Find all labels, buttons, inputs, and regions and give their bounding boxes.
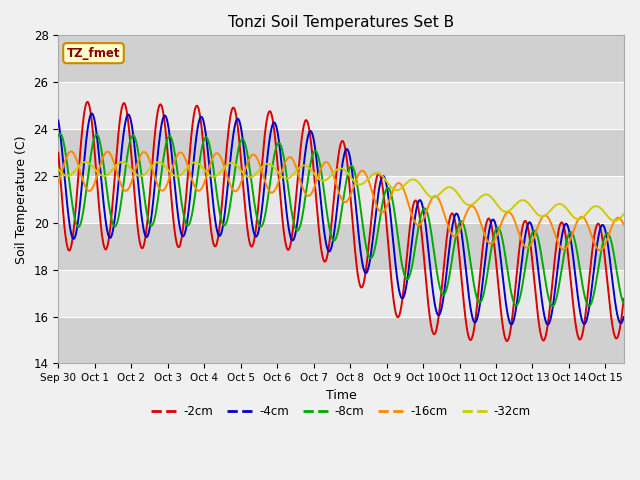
-32cm [82, 159, 90, 165]
-16cm [296, 176, 303, 182]
-2cm [609, 326, 617, 332]
-8cm [620, 301, 628, 307]
Bar [58, 316, 624, 363]
Legend: -2cm, -4cm, -8cm, -16cm, -32cm: -2cm, -4cm, -8cm, -16cm, -32cm [147, 401, 536, 423]
-4cm [119, 136, 127, 142]
-4cm [153, 165, 161, 170]
-4cm [609, 282, 617, 288]
Bar [58, 82, 624, 129]
Line: -2cm: -2cm [58, 102, 624, 341]
-16cm [153, 179, 161, 185]
-32cm [611, 218, 618, 224]
X-axis label: Time: Time [326, 389, 356, 402]
-8cm [609, 246, 617, 252]
-32cm [54, 166, 62, 172]
Bar [58, 176, 624, 223]
Bar [58, 223, 624, 270]
-16cm [596, 247, 604, 253]
Bar [58, 36, 624, 82]
-4cm [54, 118, 62, 123]
-8cm [548, 303, 556, 309]
-8cm [56, 131, 64, 137]
-2cm [548, 284, 556, 289]
-8cm [54, 133, 62, 139]
-16cm [54, 180, 62, 186]
Line: -8cm: -8cm [58, 134, 624, 306]
-4cm [88, 111, 95, 117]
-32cm [296, 165, 303, 170]
-8cm [153, 206, 161, 212]
-16cm [271, 187, 279, 192]
Bar [58, 270, 624, 316]
-8cm [271, 148, 279, 154]
-16cm [620, 222, 628, 228]
-32cm [548, 206, 556, 212]
-16cm [609, 221, 617, 227]
-32cm [153, 160, 161, 166]
-2cm [296, 153, 303, 159]
-2cm [54, 150, 62, 156]
-4cm [620, 314, 628, 320]
Text: TZ_fmet: TZ_fmet [67, 47, 120, 60]
-8cm [548, 303, 556, 309]
-2cm [84, 99, 92, 105]
-2cm [271, 137, 279, 143]
-2cm [620, 296, 628, 302]
-2cm [503, 338, 511, 344]
-4cm [544, 322, 552, 327]
-4cm [296, 199, 303, 205]
-8cm [296, 224, 303, 230]
Bar [58, 129, 624, 176]
-32cm [271, 166, 279, 172]
Title: Tonzi Soil Temperatures Set B: Tonzi Soil Temperatures Set B [228, 15, 454, 30]
Line: -16cm: -16cm [58, 151, 624, 250]
-4cm [271, 120, 279, 126]
-16cm [548, 222, 556, 228]
Y-axis label: Soil Temperature (C): Soil Temperature (C) [15, 135, 28, 264]
-2cm [119, 101, 127, 107]
-16cm [119, 186, 127, 192]
-4cm [548, 309, 556, 314]
-32cm [609, 217, 616, 223]
Line: -32cm: -32cm [58, 162, 624, 221]
-16cm [67, 148, 75, 154]
-8cm [119, 186, 127, 192]
-32cm [620, 211, 628, 217]
-2cm [153, 117, 161, 123]
Line: -4cm: -4cm [58, 114, 624, 324]
-32cm [119, 159, 127, 165]
